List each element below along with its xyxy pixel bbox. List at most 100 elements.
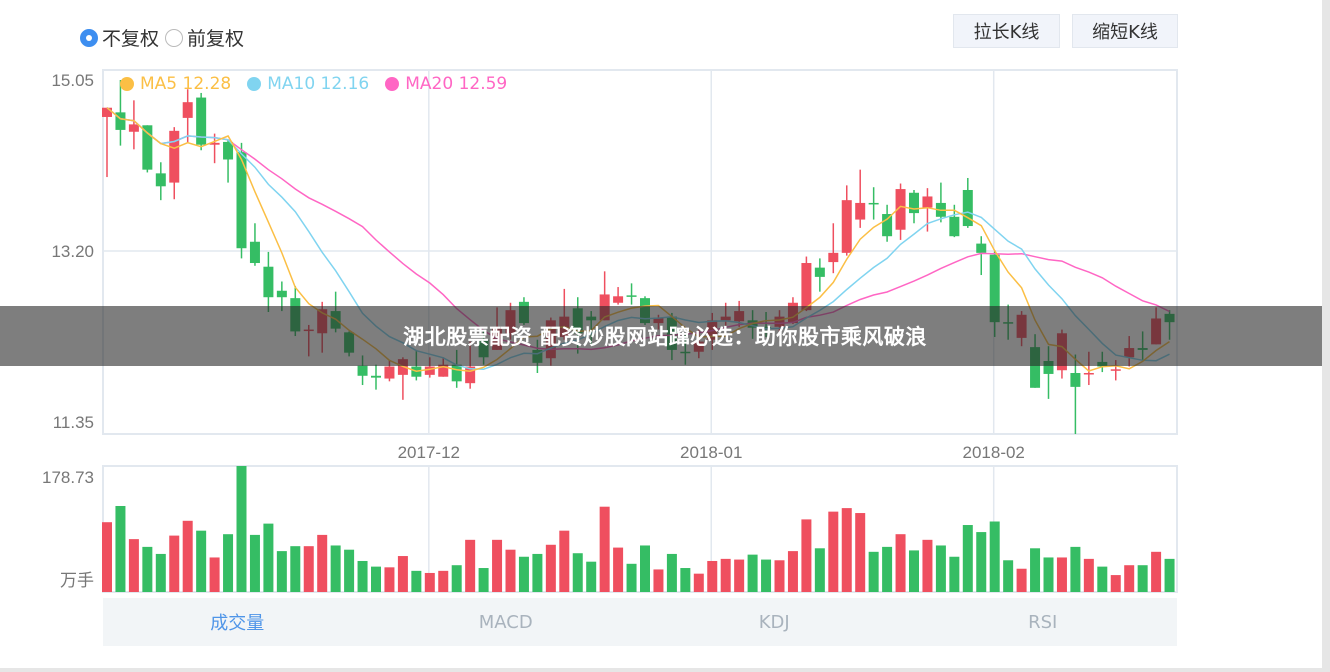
volume-bar xyxy=(518,556,529,592)
volume-bar xyxy=(586,561,597,592)
volume-bar xyxy=(841,508,852,592)
stretch-kline-button[interactable]: 拉长K线 xyxy=(953,14,1060,48)
candle-up xyxy=(841,200,852,253)
volume-bar xyxy=(330,545,341,592)
shrink-kline-button[interactable]: 缩短K线 xyxy=(1072,14,1178,48)
indicator-tabs: 成交量 MACD KDJ RSI xyxy=(103,598,1177,646)
volume-bar xyxy=(868,551,879,592)
candle-up xyxy=(828,252,839,263)
candle-up xyxy=(1110,369,1121,371)
overlay-banner: 湖北股票配资 配资炒股网站蹿必选：助你股市乘风破浪 xyxy=(0,306,1330,366)
candle-down xyxy=(1043,360,1054,374)
volume-max-label: 178.73 xyxy=(42,468,94,487)
candle-down xyxy=(451,364,462,382)
candle-down xyxy=(357,365,368,376)
volume-bar xyxy=(1164,558,1175,592)
volume-bar xyxy=(196,530,207,592)
price-plot-frame xyxy=(102,69,1178,435)
x-tick-label: 2018-01 xyxy=(680,443,742,462)
tab-volume[interactable]: 成交量 xyxy=(210,613,265,634)
volume-bar xyxy=(909,550,919,592)
volume-bar xyxy=(855,513,866,592)
volume-bar xyxy=(102,522,112,592)
tab-rsi[interactable]: RSI xyxy=(1028,611,1058,633)
volume-bar xyxy=(989,521,1000,592)
volume-bar xyxy=(478,568,489,592)
volume-bar xyxy=(814,548,825,592)
volume-bar xyxy=(976,532,987,592)
volume-bar xyxy=(787,551,798,592)
y-tick-label: 13.20 xyxy=(51,242,94,261)
candle-up xyxy=(424,366,435,375)
tab-kdj[interactable]: KDJ xyxy=(758,611,790,633)
volume-bar xyxy=(613,547,624,592)
candle-down xyxy=(962,189,973,227)
volume-bar xyxy=(1003,560,1014,592)
volume-bar xyxy=(438,570,449,592)
volume-bar xyxy=(559,530,570,592)
volume-bar xyxy=(882,546,893,592)
volume-bar xyxy=(263,523,274,592)
candle-down xyxy=(236,152,247,249)
candle-down xyxy=(989,254,1000,323)
legend-ma10: MA10 12.16 xyxy=(247,74,369,94)
legend-ma20: MA20 12.59 xyxy=(385,74,507,94)
radio-unchecked-icon xyxy=(165,28,184,47)
volume-bar xyxy=(357,560,368,592)
radio-forward-adjust[interactable]: 前复权 xyxy=(165,24,244,51)
volume-bar xyxy=(599,506,610,592)
candle-up xyxy=(102,107,112,117)
volume-bar xyxy=(303,546,314,592)
volume-bar xyxy=(1097,566,1108,592)
candle-up xyxy=(855,202,866,220)
volume-bar xyxy=(545,544,556,592)
bottom-divider xyxy=(0,668,1330,672)
tab-macd[interactable]: MACD xyxy=(478,611,533,633)
candle-down xyxy=(626,295,637,297)
volume-bar xyxy=(922,539,933,592)
volume-bar xyxy=(707,560,718,592)
volume-bar xyxy=(169,535,180,592)
candle-down xyxy=(814,267,825,277)
volume-bar xyxy=(411,570,422,592)
legend-value: 12.16 xyxy=(320,74,370,94)
volume-bar xyxy=(653,569,664,592)
volume-bar xyxy=(1070,546,1081,592)
candle-up xyxy=(1083,373,1094,375)
volume-bar xyxy=(626,563,637,592)
volume-bar xyxy=(465,539,476,592)
candle-down xyxy=(276,290,287,298)
volume-bar xyxy=(720,558,731,592)
volume-bar xyxy=(155,553,166,592)
radio-no-adjust[interactable]: 不复权 xyxy=(80,24,159,51)
volume-bar xyxy=(1083,558,1094,592)
adjust-radio-group: 不复权 前复权 xyxy=(80,24,250,51)
candle-up xyxy=(169,130,180,183)
ma-legend: MA5 12.28 MA10 12.16 MA20 12.59 xyxy=(120,74,523,94)
volume-bar xyxy=(1056,557,1067,592)
volume-bar xyxy=(1110,575,1121,592)
candle-up xyxy=(613,296,624,303)
volume-bar xyxy=(962,525,973,592)
volume-unit-label: 万手 xyxy=(60,571,94,591)
candle-down xyxy=(142,125,153,170)
candle-up xyxy=(438,364,449,377)
candle-down xyxy=(909,192,919,214)
scrollbar-track[interactable] xyxy=(1322,0,1330,672)
volume-bar xyxy=(384,567,395,592)
candle-down xyxy=(1070,373,1081,387)
volume-bar xyxy=(572,553,583,592)
candle-down xyxy=(976,243,987,253)
volume-bar xyxy=(1043,557,1054,592)
volume-bar xyxy=(747,554,758,592)
volume-bar xyxy=(640,545,650,592)
candle-up xyxy=(384,366,395,379)
volume-bar xyxy=(290,546,301,592)
candle-down xyxy=(949,216,960,237)
candle-up xyxy=(209,142,220,145)
volume-bar xyxy=(397,556,408,592)
candle-down xyxy=(115,112,126,130)
legend-value: 12.28 xyxy=(182,74,232,94)
volume-bar xyxy=(693,573,704,592)
